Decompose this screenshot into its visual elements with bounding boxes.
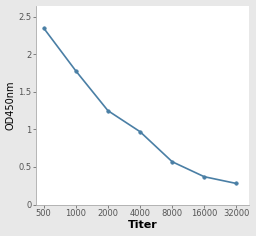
X-axis label: Titer: Titer: [127, 220, 157, 230]
Y-axis label: OD450nm: OD450nm: [6, 80, 16, 130]
